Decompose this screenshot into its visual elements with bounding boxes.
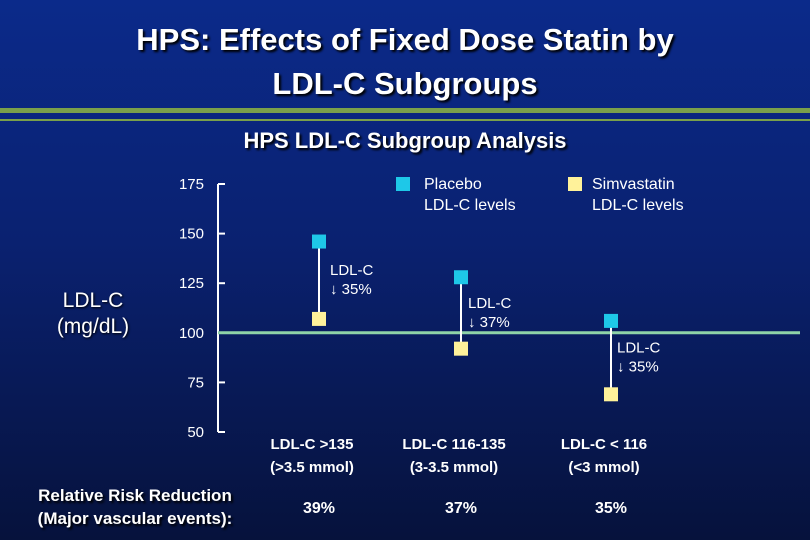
y-tick-label: 125 xyxy=(179,275,204,292)
y-tick-label: 100 xyxy=(179,325,204,342)
chart-title: HPS LDL-C Subgroup Analysis xyxy=(243,128,567,153)
category-label-line1: LDL-C 116-135 xyxy=(402,436,505,453)
slide-title-line1: HPS: Effects of Fixed Dose Statin by xyxy=(136,22,674,57)
category-label-line2: (>3.5 mmol) xyxy=(270,459,354,476)
risk-reduction-value: 39% xyxy=(303,500,335,517)
risk-reduction-value: 37% xyxy=(445,500,477,517)
legend-label-line1: Placebo xyxy=(424,176,482,193)
y-axis-title: LDL-C (mg/dL) xyxy=(28,288,158,340)
category-label-line1: LDL-C >135 xyxy=(271,436,354,453)
title-divider-thick xyxy=(0,108,810,113)
reduction-annotation-line1: LDL-C xyxy=(468,295,512,312)
placebo-point xyxy=(604,313,618,328)
relative-risk-label-line1: Relative Risk Reduction xyxy=(38,486,232,505)
simvastatin-point xyxy=(312,311,326,326)
legend-label-line2: LDL-C levels xyxy=(424,197,516,214)
legend-label-line2: LDL-C levels xyxy=(592,197,684,214)
simvastatin-point xyxy=(454,341,468,356)
reduction-annotation-line1: LDL-C xyxy=(617,340,661,357)
reduction-annotation-line1: LDL-C xyxy=(330,262,374,279)
relative-risk-label: Relative Risk Reduction (Major vascular … xyxy=(10,484,260,530)
legend-swatch-simvastatin xyxy=(568,177,582,191)
y-tick-label: 75 xyxy=(187,374,204,391)
category-label-line1: LDL-C < 116 xyxy=(561,436,647,453)
reduction-annotation-line2: ↓ 35% xyxy=(617,359,659,376)
y-tick-label: 50 xyxy=(187,424,204,441)
y-tick-label: 150 xyxy=(179,226,204,243)
placebo-point xyxy=(312,234,326,249)
simvastatin-point xyxy=(604,387,618,402)
relative-risk-label-line2: (Major vascular events): xyxy=(37,509,233,528)
slide-title: HPS: Effects of Fixed Dose Statin by LDL… xyxy=(0,18,810,106)
y-tick-label: 175 xyxy=(179,176,204,193)
title-divider-thin xyxy=(0,119,810,121)
y-axis-title-line2: (mg/dL) xyxy=(56,315,130,338)
legend-swatch-placebo xyxy=(396,177,410,191)
y-axis-title-line1: LDL-C xyxy=(62,289,124,312)
category-label-line2: (<3 mmol) xyxy=(568,459,639,476)
reduction-annotation-line2: ↓ 35% xyxy=(330,281,372,298)
legend-label-line1: Simvastatin xyxy=(592,176,675,193)
slide-title-line2: LDL-C Subgroups xyxy=(272,66,538,101)
reduction-annotation-line2: ↓ 37% xyxy=(468,314,510,331)
category-label-line2: (3-3.5 mmol) xyxy=(410,459,498,476)
placebo-point xyxy=(454,270,468,285)
risk-reduction-value: 35% xyxy=(595,500,627,517)
